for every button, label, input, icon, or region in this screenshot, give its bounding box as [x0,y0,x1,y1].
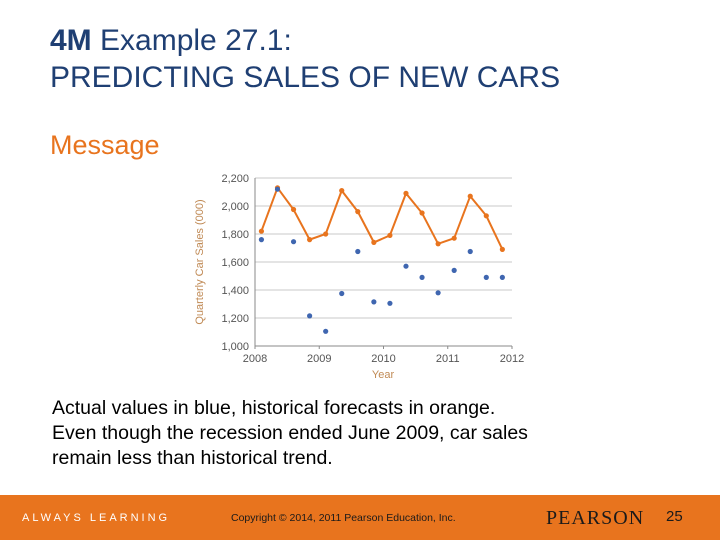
page-number: 25 [666,508,683,525]
actual-point [274,186,281,192]
chart-tick-labels: 1,000 1,200 1,400 1,600 1,800 2,000 2,200 2008 2… [221,173,524,365]
forecast-point [403,190,409,196]
actual-point [435,290,441,296]
sales-chart: 1,000 1,200 1,400 1,600 1,800 2,000 2,200 2008 2… [194,173,524,381]
actual-point [339,290,345,297]
x-tick-label: 2011 [436,353,460,365]
y-tick-label: 2,200 [221,173,249,185]
forecast-point [435,241,441,247]
y-tick-label: 1,200 [221,313,249,325]
y-tick-label: 1,800 [221,229,249,241]
forecast-point [483,213,489,219]
caption: Actual values in blue, historical foreca… [52,396,672,471]
forecast-point [451,235,457,241]
forecast-point [307,237,313,243]
x-tick-label: 2010 [371,353,395,365]
forecast-point [323,231,329,237]
actual-point [483,274,489,280]
forecast-point [355,209,361,215]
actual-point [290,239,297,245]
title-line-1: 4M Example 27.1: [50,22,690,59]
chart-series [258,185,505,334]
caption-line: Even though the recession ended June 200… [52,422,528,444]
actual-point [499,274,505,280]
chart-gridlines [254,177,513,349]
actual-point [467,248,473,255]
forecast-point [371,239,377,245]
y-tick-label: 1,400 [221,285,249,297]
y-tick-label: 1,600 [221,257,249,269]
title-example: Example 27.1: [91,24,292,57]
forecast-point [290,206,297,213]
actual-point [387,300,393,306]
x-axis-label: Year [372,369,395,381]
footer-bar: ALWAYS LEARNING Copyright © 2014, 2011 P… [0,495,720,540]
x-tick-label: 2009 [307,353,331,365]
forecast-point [467,193,473,199]
footer-tagline: ALWAYS LEARNING [22,512,171,524]
forecast-point [419,210,425,216]
forecast-point [499,246,505,252]
caption-line: Actual values in blue, historical foreca… [52,397,496,419]
forecast-line [260,185,504,250]
actual-point [451,267,457,273]
caption-line: remain less than historical trend. [52,447,333,469]
actual-point [307,313,313,319]
title-line-2: PREDICTING SALES OF NEW CARS [50,61,561,94]
slide-title: 4M Example 27.1: PREDICTING SALES OF NEW… [50,22,690,96]
x-tick-label: 2008 [243,353,267,365]
forecast-point [339,188,345,194]
actual-point [323,328,329,334]
actual-point [355,248,361,255]
forecast-point [387,232,393,238]
x-tick-label: 2012 [500,353,524,365]
forecast-point [258,228,265,234]
actual-point [371,299,377,305]
actual-point [403,263,409,269]
y-tick-label: 1,000 [221,341,249,353]
title-badge: 4M [50,24,92,57]
y-tick-label: 2,000 [221,201,249,213]
y-axis-label: Quarterly Car Sales (000) [194,199,206,324]
actual-point [419,274,425,280]
footer-copyright: Copyright © 2014, 2011 Pearson Education… [231,512,456,524]
section-heading: Message [50,130,160,160]
pearson-logo: PEARSON [546,507,645,529]
actual-point [258,237,265,243]
